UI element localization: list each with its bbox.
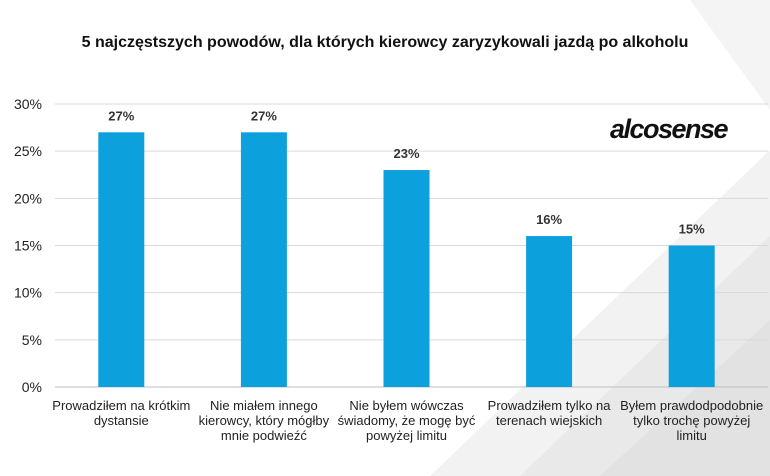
svg-text:alcosense: alcosense — [610, 114, 728, 144]
y-tick-label: 30% — [14, 96, 42, 112]
category-label: Nie byłem wówczas świadomy, że mogę być … — [337, 398, 476, 443]
data-label: 16% — [536, 212, 562, 227]
bar — [240, 132, 287, 387]
category-label: Byłem prawdodpodobnie tylko trochę powyż… — [620, 398, 764, 443]
bar — [526, 236, 573, 387]
data-label: 27% — [108, 108, 134, 123]
y-tick-label: 0% — [22, 379, 42, 395]
y-tick-label: 20% — [14, 190, 42, 206]
data-label: 23% — [393, 146, 419, 161]
y-tick-label: 25% — [14, 143, 42, 159]
bar — [668, 245, 715, 387]
category-label: Prowadziłem na krótkim dystansie — [52, 398, 191, 428]
alcosense-logo: alcosense — [610, 114, 728, 144]
bar — [98, 132, 145, 387]
category-label: Nie miałem innego kierowcy, który mógłby… — [198, 398, 330, 443]
category-label: Prowadziłem tylko na terenach wiejskich — [487, 398, 611, 428]
data-label: 27% — [251, 108, 277, 123]
bar — [383, 170, 430, 387]
y-tick-label: 10% — [14, 285, 42, 301]
data-label: 15% — [679, 222, 705, 237]
chart-title: 5 najczęstszych powodów, dla których kie… — [81, 34, 689, 51]
y-tick-label: 15% — [14, 238, 42, 254]
y-tick-label: 5% — [22, 332, 42, 348]
